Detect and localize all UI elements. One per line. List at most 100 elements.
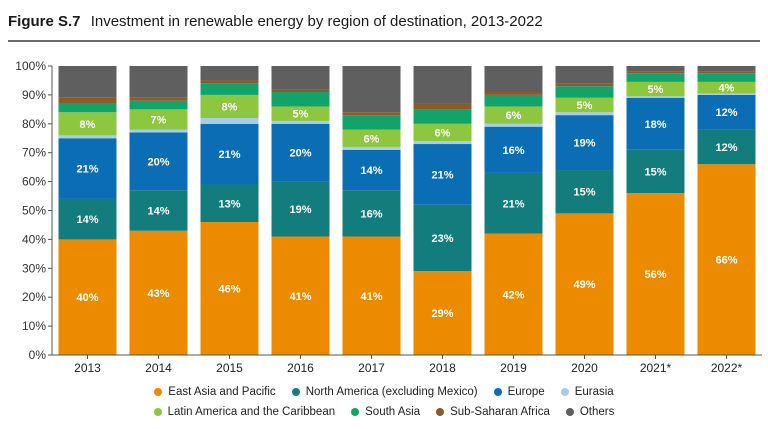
bar-segment-east-asia-and-pacific [58, 239, 117, 355]
legend-label: East Asia and Pacific [168, 386, 276, 398]
legend: East Asia and Pacific North America (excl… [0, 382, 768, 422]
data-label: 40% [76, 292, 98, 304]
bar-segment-south-asia [200, 83, 259, 95]
bar-segment-eurasia [58, 135, 117, 139]
bar-segment-east-asia-and-pacific [626, 193, 685, 355]
legend-item-south-asia: South Asia [351, 406, 420, 418]
bar-segment-east-asia-and-pacific [271, 236, 330, 355]
bar-segment-latin-america-and-the-caribbean [413, 123, 472, 142]
stacked-bar-chart: 0% 10% 20% 30% 40% 50% 60% 70% 80% 90% 100% 40% 14%… [15, 59, 762, 375]
data-label: 41% [360, 291, 382, 303]
bar-segment-europe [413, 144, 472, 205]
data-label: 20% [289, 148, 311, 160]
legend-swatch [565, 408, 574, 416]
bar-segment-east-asia-and-pacific [129, 230, 188, 355]
data-label: 15% [573, 187, 595, 199]
bar-segment-europe [58, 138, 117, 199]
legend-swatch [154, 388, 163, 396]
y-axis: 0% 10% 20% 30% 40% 50% 60% 70% 80% 90% 100% [15, 59, 53, 362]
x-tick-label: 2015 [216, 361, 243, 375]
legend-label: Others [579, 406, 615, 418]
data-label: 7% [151, 114, 167, 126]
bar-stack-2016: 41% 19% 20% 5% [271, 66, 330, 355]
legend-label: South Asia [365, 406, 421, 418]
bar-segment-sub-saharan-africa [271, 89, 330, 93]
y-tick-label: 50% [22, 204, 46, 218]
data-label: 14% [76, 214, 98, 226]
bar-segment-latin-america-and-the-caribbean [58, 112, 117, 136]
bar-segment-sub-saharan-africa [484, 92, 543, 95]
bar-stack-2020: 49% 15% 19% 5% [555, 66, 614, 355]
bar-segment-others [555, 66, 614, 84]
data-label: 4% [719, 83, 735, 95]
bar-stack-2021: 56% 15% 18% 5% [626, 66, 685, 355]
data-label: 15% [644, 166, 666, 178]
bar-segment-south-asia [626, 73, 685, 82]
data-label: 23% [431, 233, 453, 245]
y-tick-label: 100% [15, 59, 46, 73]
y-tick-label: 10% [22, 319, 46, 333]
bar-segment-north-america-excluding-mexico [697, 129, 756, 165]
bar-segment-south-asia [413, 109, 472, 124]
data-label: 5% [293, 109, 309, 121]
bar-stack-2018: 29% 23% 21% 6% [413, 66, 472, 355]
data-label: 16% [360, 208, 382, 220]
bar-segment-south-asia [484, 94, 543, 107]
legend-row-1: East Asia and Pacific North America (excl… [0, 382, 768, 402]
data-label: 42% [502, 289, 524, 301]
bar-segment-north-america-excluding-mexico [555, 170, 614, 214]
data-label: 19% [573, 138, 595, 150]
bar-stack-2022: 66% 12% 12% 4% [697, 66, 756, 355]
x-tick-label: 2014 [145, 361, 172, 375]
data-label: 66% [715, 255, 737, 267]
bar-segment-sub-saharan-africa [342, 112, 401, 116]
bar-segment-eurasia [342, 146, 401, 150]
data-label: 5% [577, 100, 593, 112]
bar-segment-others [271, 66, 330, 90]
data-label: 43% [147, 288, 169, 300]
bar-stack-2019: 42% 21% 16% 6% [484, 66, 543, 355]
data-label: 29% [431, 308, 453, 320]
bar-segment-latin-america-and-the-caribbean [697, 81, 756, 94]
bar-segment-others [129, 66, 188, 98]
bar-segment-east-asia-and-pacific [342, 236, 401, 355]
bar-segment-east-asia-and-pacific [697, 164, 756, 355]
x-tick-label: 2018 [429, 361, 456, 375]
data-label: 49% [573, 279, 595, 291]
bar-segment-europe [484, 126, 543, 173]
bar-segment-sub-saharan-africa [129, 97, 188, 101]
data-label: 56% [644, 269, 666, 281]
bar-segment-south-asia [342, 115, 401, 130]
bar-segment-others [697, 66, 756, 72]
bar-segment-europe [129, 132, 188, 191]
bar-stack-2015: 46% 13% 21% 8% [200, 66, 259, 355]
bar-segment-sub-saharan-africa [626, 71, 685, 74]
bar-segment-latin-america-and-the-caribbean [555, 97, 614, 113]
bar-segment-eurasia [129, 129, 188, 133]
bar-stack-2013: 40% 14% 21% 8% [58, 66, 117, 355]
bar-segment-others [342, 66, 401, 113]
data-label: 6% [506, 110, 522, 122]
bar-segment-latin-america-and-the-caribbean [271, 106, 330, 121]
bar-segment-south-asia [129, 100, 188, 110]
figure-number: Figure S.7 [8, 13, 81, 30]
legend-row-2: Latin America and the Caribbean South Asi… [0, 402, 768, 422]
y-tick-label: 80% [22, 117, 46, 131]
data-label: 21% [431, 169, 453, 181]
data-label: 19% [289, 204, 311, 216]
bar-segment-eurasia [697, 93, 756, 95]
bar-stack-2014: 43% 14% 20% 7% [129, 66, 188, 355]
x-axis: 2013 2014 2015 2016 2017 2018 2019 2020 2021* 202… [52, 354, 762, 375]
bar-segment-others [484, 66, 543, 93]
x-tick-label: 2019 [500, 361, 527, 375]
bar-segment-south-asia [58, 103, 117, 113]
bar-segment-east-asia-and-pacific [555, 213, 614, 355]
bar-segment-south-asia [697, 73, 756, 82]
x-tick-label: 2022* [711, 361, 743, 375]
legend-item-eurasia: Eurasia [560, 386, 614, 398]
legend-item-east-asia-and-pacific: East Asia and Pacific [154, 386, 276, 398]
data-label: 8% [80, 119, 96, 131]
bar-segment-north-america-excluding-mexico [200, 184, 259, 223]
bar-segment-latin-america-and-the-caribbean [129, 109, 188, 130]
legend-item-latin-america-and-the-caribbean: Latin America and the Caribbean [153, 406, 335, 418]
